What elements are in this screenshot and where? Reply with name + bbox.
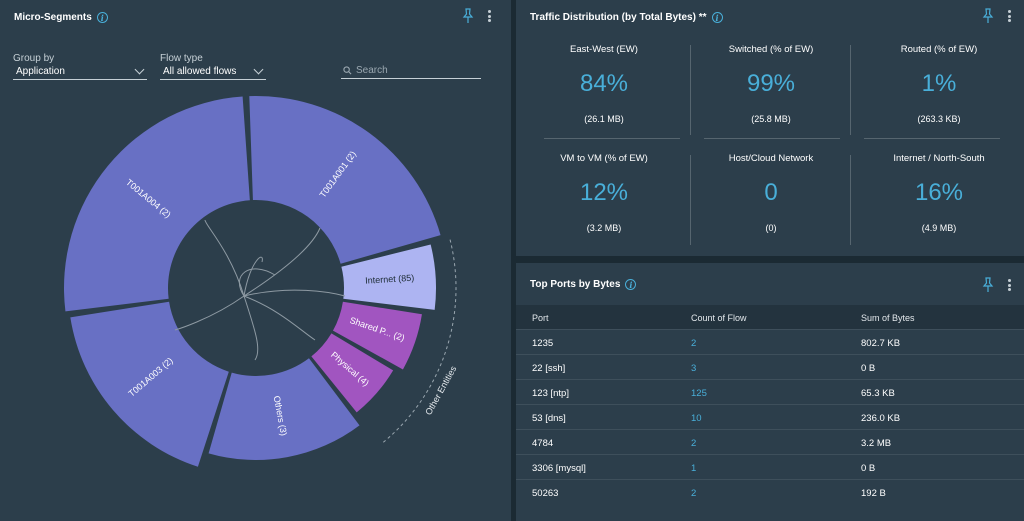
count-link[interactable]: 10 — [691, 413, 702, 424]
group-by-label: Group by — [13, 53, 55, 64]
segment-arc[interactable] — [70, 301, 229, 467]
count-link[interactable]: 2 — [691, 338, 697, 349]
more-options-icon[interactable] — [486, 9, 492, 23]
column-header-count[interactable]: Count of Flow — [691, 313, 747, 323]
count-link[interactable]: 3 — [691, 363, 697, 374]
flow-line — [243, 295, 259, 361]
metric-east-west: East-West (EW) 84% (26.1 MB) — [570, 44, 638, 124]
segment-arc[interactable] — [64, 96, 250, 312]
segment-arc[interactable] — [332, 301, 422, 370]
info-icon[interactable]: i — [711, 12, 723, 23]
divider — [690, 155, 691, 245]
flow-line — [243, 295, 316, 341]
divider — [850, 155, 851, 245]
segment-label: Internet (85) — [365, 273, 415, 286]
metric-internet-north-south: Internet / North-South 16% (4.9 MB) — [893, 153, 985, 233]
metric-vm-to-vm: VM to VM (% of EW) 12% (3.2 MB) — [560, 153, 648, 233]
table-row: 3306 [mysql] 1 0 B — [516, 455, 1024, 480]
table-row: 53 [dns] 10 236.0 KB — [516, 405, 1024, 430]
count-link[interactable]: 1 — [691, 463, 697, 474]
micro-segments-panel: Micro-Segments i Group by Application Fl… — [0, 0, 511, 521]
count-link[interactable]: 2 — [691, 438, 697, 449]
more-options-icon[interactable] — [1006, 9, 1012, 23]
segment-arc[interactable] — [249, 95, 441, 264]
info-icon[interactable]: i — [96, 12, 108, 23]
flow-line — [174, 295, 245, 331]
group-label: Other Entities — [423, 364, 458, 417]
flow-type-select[interactable]: All allowed flows — [160, 64, 266, 80]
more-options-icon[interactable] — [1006, 278, 1012, 292]
table-row: 123 [ntp] 125 65.3 KB — [516, 380, 1024, 405]
info-icon[interactable]: i — [625, 279, 637, 290]
metric-host-cloud-network: Host/Cloud Network 0 (0) — [728, 153, 814, 233]
flow-line — [243, 256, 263, 297]
flow-type-label: Flow type — [160, 53, 203, 64]
group-by-select[interactable]: Application — [13, 64, 147, 80]
group-arc — [381, 239, 457, 444]
search-icon — [343, 65, 352, 74]
divider — [864, 138, 1000, 139]
segment-arc[interactable] — [341, 244, 436, 310]
table-row: 1235 2 802.7 KB — [516, 330, 1024, 355]
table-row: 4784 2 3.2 MB — [516, 430, 1024, 455]
traffic-distribution-panel: Traffic Distribution (by Total Bytes) **… — [516, 0, 1024, 256]
table-header: Port Count of Flow Sum of Bytes — [516, 305, 1024, 330]
divider — [704, 138, 840, 139]
segment-arc[interactable] — [208, 358, 360, 460]
top-ports-panel: Top Ports by Bytes i Port Count of Flow … — [516, 263, 1024, 521]
micro-segments-chart: T001A004 (2) T001A001 (2)Internet (85)Sha… — [64, 95, 459, 467]
top-ports-title: Top Ports by Bytes i — [530, 279, 637, 290]
metric-routed: Routed (% of EW) 1% (263.3 KB) — [900, 44, 978, 124]
flow-line — [238, 268, 276, 297]
search-input[interactable] — [356, 64, 476, 76]
divider — [690, 45, 691, 135]
pin-icon[interactable] — [981, 8, 995, 24]
pin-icon[interactable] — [461, 8, 475, 24]
traffic-distribution-title: Traffic Distribution (by Total Bytes) **… — [530, 12, 723, 23]
micro-segments-title: Micro-Segments i — [14, 12, 108, 23]
count-link[interactable]: 125 — [691, 388, 707, 399]
column-header-bytes[interactable]: Sum of Bytes — [861, 313, 915, 323]
pin-icon[interactable] — [981, 277, 995, 293]
divider — [850, 45, 851, 135]
table-row: 50263 2 192 B — [532, 488, 886, 499]
column-header-port[interactable]: Port — [532, 313, 549, 323]
count-link[interactable]: 2 — [691, 488, 697, 499]
flow-line — [243, 289, 346, 297]
metric-switched: Switched (% of EW) 99% (25.8 MB) — [728, 44, 814, 124]
divider — [544, 138, 680, 139]
search-field[interactable] — [341, 62, 481, 79]
flow-line — [204, 219, 245, 297]
table-row: 22 [ssh] 3 0 B — [516, 355, 1024, 380]
flow-line — [243, 227, 321, 297]
segment-arc[interactable] — [311, 333, 394, 413]
